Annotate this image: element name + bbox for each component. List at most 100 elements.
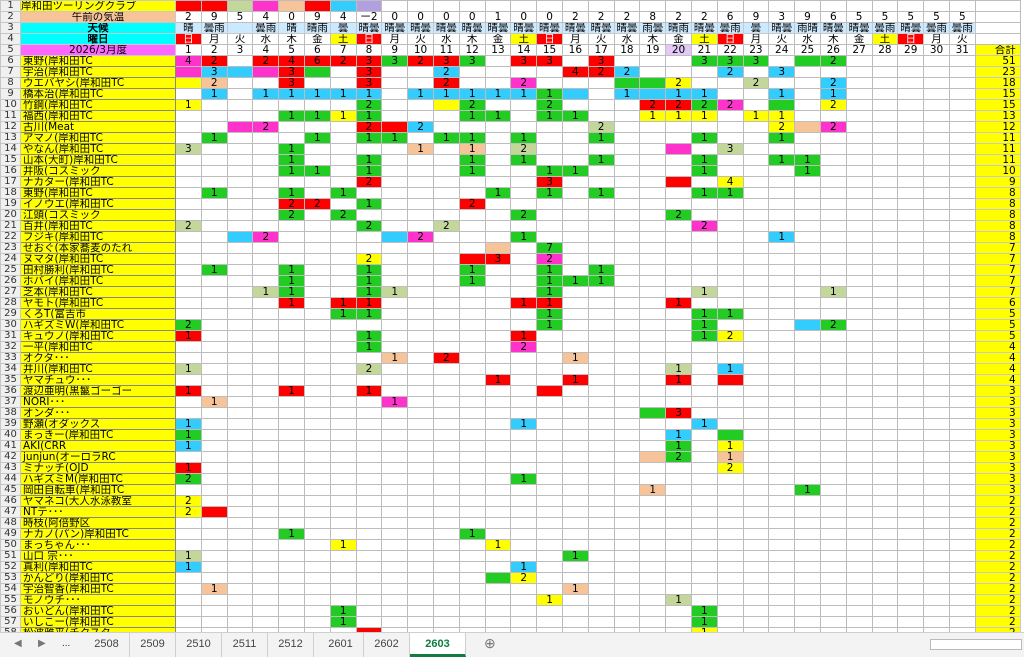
attendance-cell[interactable] bbox=[768, 572, 796, 584]
title-row-end[interactable] bbox=[974, 0, 1021, 12]
attendance-cell[interactable]: 1 bbox=[484, 539, 512, 551]
attendance-cell[interactable] bbox=[381, 495, 409, 507]
attendance-cell[interactable] bbox=[948, 418, 976, 430]
attendance-cell[interactable] bbox=[716, 572, 744, 584]
attendance-cell[interactable] bbox=[278, 517, 305, 529]
attendance-cell[interactable] bbox=[536, 143, 563, 155]
attendance-cell[interactable] bbox=[665, 286, 692, 298]
attendance-cell[interactable] bbox=[923, 88, 950, 100]
attendance-cell[interactable] bbox=[303, 253, 331, 265]
attendance-cell[interactable] bbox=[716, 77, 744, 89]
attendance-cell[interactable] bbox=[639, 418, 667, 430]
weekday-cell[interactable]: 火 bbox=[948, 33, 976, 45]
attendance-cell[interactable] bbox=[175, 88, 202, 100]
attendance-cell[interactable]: 3 bbox=[381, 55, 409, 67]
attendance-cell[interactable] bbox=[432, 253, 460, 265]
member-total[interactable]: 2 bbox=[974, 517, 1021, 529]
attendance-cell[interactable] bbox=[871, 517, 899, 529]
attendance-cell[interactable]: 1 bbox=[536, 286, 563, 298]
member-total[interactable]: 11 bbox=[974, 132, 1021, 144]
attendance-cell[interactable] bbox=[381, 77, 409, 89]
attendance-cell[interactable] bbox=[639, 330, 667, 342]
temperature-cell[interactable]: 3 bbox=[768, 11, 796, 23]
attendance-cell[interactable]: 1 bbox=[690, 187, 718, 199]
weather-cell[interactable]: 晴曇 bbox=[613, 22, 641, 34]
attendance-cell[interactable] bbox=[716, 198, 744, 210]
attendance-cell[interactable] bbox=[794, 451, 821, 463]
attendance-cell[interactable]: 1 bbox=[200, 264, 228, 276]
attendance-cell[interactable] bbox=[665, 319, 692, 331]
attendance-cell[interactable] bbox=[871, 88, 899, 100]
member-name[interactable]: 江頭(コスミック bbox=[20, 209, 176, 221]
day-cell[interactable]: 29 bbox=[897, 44, 925, 56]
attendance-cell[interactable] bbox=[794, 253, 821, 265]
attendance-cell[interactable] bbox=[329, 341, 357, 353]
attendance-cell[interactable] bbox=[252, 143, 280, 155]
attendance-cell[interactable] bbox=[355, 231, 383, 243]
attendance-cell[interactable] bbox=[278, 594, 305, 606]
attendance-cell[interactable] bbox=[381, 550, 409, 562]
row-number[interactable]: 42 bbox=[0, 451, 21, 463]
attendance-cell[interactable] bbox=[510, 363, 538, 375]
attendance-cell[interactable] bbox=[510, 121, 538, 133]
attendance-cell[interactable] bbox=[407, 220, 434, 232]
attendance-cell[interactable] bbox=[484, 462, 512, 474]
attendance-cell[interactable] bbox=[432, 242, 460, 254]
attendance-cell[interactable] bbox=[200, 198, 228, 210]
attendance-cell[interactable] bbox=[407, 77, 434, 89]
attendance-cell[interactable] bbox=[252, 539, 280, 551]
attendance-cell[interactable] bbox=[329, 484, 357, 496]
attendance-cell[interactable] bbox=[587, 165, 615, 177]
attendance-cell[interactable] bbox=[226, 99, 254, 111]
attendance-cell[interactable] bbox=[510, 319, 538, 331]
attendance-cell[interactable] bbox=[484, 594, 512, 606]
attendance-cell[interactable] bbox=[303, 264, 331, 276]
attendance-cell[interactable] bbox=[897, 66, 925, 78]
attendance-cell[interactable] bbox=[381, 165, 409, 177]
attendance-cell[interactable] bbox=[381, 88, 409, 100]
attendance-cell[interactable] bbox=[175, 253, 202, 265]
attendance-cell[interactable] bbox=[278, 451, 305, 463]
attendance-cell[interactable] bbox=[897, 220, 925, 232]
attendance-cell[interactable] bbox=[923, 154, 950, 166]
attendance-cell[interactable] bbox=[381, 297, 409, 309]
attendance-cell[interactable] bbox=[175, 209, 202, 221]
temperature-cell[interactable]: 4 bbox=[329, 11, 357, 23]
weekday-cell[interactable]: 火 bbox=[226, 33, 254, 45]
attendance-cell[interactable] bbox=[794, 352, 821, 364]
attendance-cell[interactable] bbox=[897, 440, 925, 452]
attendance-cell[interactable] bbox=[871, 352, 899, 364]
attendance-cell[interactable] bbox=[355, 319, 383, 331]
attendance-cell[interactable] bbox=[458, 176, 486, 188]
attendance-cell[interactable] bbox=[458, 385, 486, 397]
attendance-cell[interactable] bbox=[226, 143, 254, 155]
attendance-cell[interactable]: 1 bbox=[355, 264, 383, 276]
attendance-cell[interactable] bbox=[819, 561, 847, 573]
attendance-cell[interactable] bbox=[923, 440, 950, 452]
attendance-cell[interactable] bbox=[845, 154, 873, 166]
attendance-cell[interactable] bbox=[484, 66, 512, 78]
attendance-cell[interactable] bbox=[226, 264, 254, 276]
weather-cell[interactable]: 晴曇 bbox=[355, 22, 383, 34]
attendance-cell[interactable] bbox=[794, 506, 821, 518]
weather-cell[interactable]: 晴曇 bbox=[536, 22, 563, 34]
attendance-cell[interactable]: 2 bbox=[742, 77, 770, 89]
attendance-cell[interactable]: 2 bbox=[768, 121, 796, 133]
weather-cell[interactable]: 晴曇 bbox=[484, 22, 512, 34]
attendance-cell[interactable] bbox=[768, 429, 796, 441]
attendance-cell[interactable] bbox=[200, 550, 228, 562]
attendance-cell[interactable] bbox=[794, 583, 821, 595]
attendance-cell[interactable] bbox=[510, 594, 538, 606]
attendance-cell[interactable] bbox=[561, 176, 589, 188]
attendance-cell[interactable] bbox=[690, 495, 718, 507]
attendance-cell[interactable] bbox=[458, 429, 486, 441]
attendance-cell[interactable] bbox=[613, 121, 641, 133]
attendance-cell[interactable] bbox=[329, 330, 357, 342]
attendance-cell[interactable] bbox=[613, 198, 641, 210]
attendance-cell[interactable] bbox=[252, 561, 280, 573]
attendance-cell[interactable]: 1 bbox=[303, 110, 331, 122]
attendance-cell[interactable]: 3 bbox=[768, 66, 796, 78]
attendance-cell[interactable]: 1 bbox=[768, 154, 796, 166]
attendance-cell[interactable]: 2 bbox=[690, 99, 718, 111]
attendance-cell[interactable] bbox=[432, 517, 460, 529]
